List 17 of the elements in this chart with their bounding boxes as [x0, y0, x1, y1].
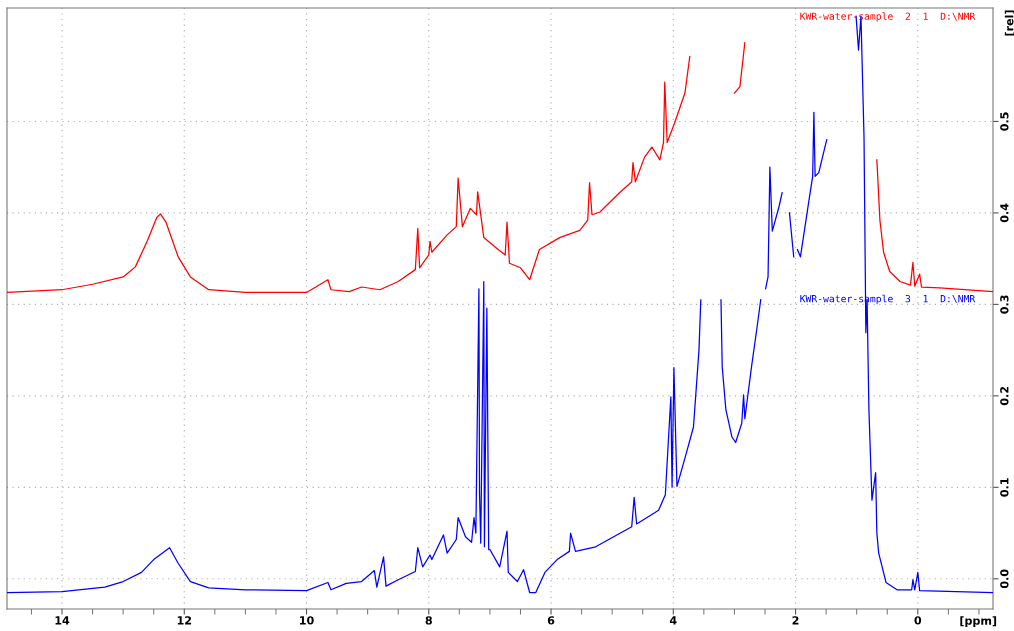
y-tick-label: 0.0 — [1000, 569, 1009, 589]
text: KWR-water-sample 2 1 D:\NMR — [800, 12, 976, 22]
y-tick-label: 0.2 — [1000, 386, 1009, 406]
y-tick-label: 0.4 — [1000, 203, 1009, 223]
x-tick-label: 12 — [177, 616, 192, 625]
x-tick-label: 14 — [55, 616, 70, 625]
x-tick-label: 0 — [914, 616, 922, 625]
x-tick-label: 4 — [669, 616, 677, 625]
x-tick-label: 2 — [792, 616, 799, 625]
y-tick-label: 0.5 — [1000, 112, 1009, 131]
x-tick-label: 8 — [425, 616, 432, 625]
y-axis-title: [rel] — [1004, 10, 1014, 36]
x-tick-label: 6 — [547, 616, 555, 625]
y-tick-label: 0.1 — [1000, 478, 1009, 497]
x-axis-title: [ppm] — [960, 616, 997, 627]
x-tick-label: 10 — [300, 616, 314, 625]
y-tick-label: 0.3 — [1000, 295, 1009, 314]
